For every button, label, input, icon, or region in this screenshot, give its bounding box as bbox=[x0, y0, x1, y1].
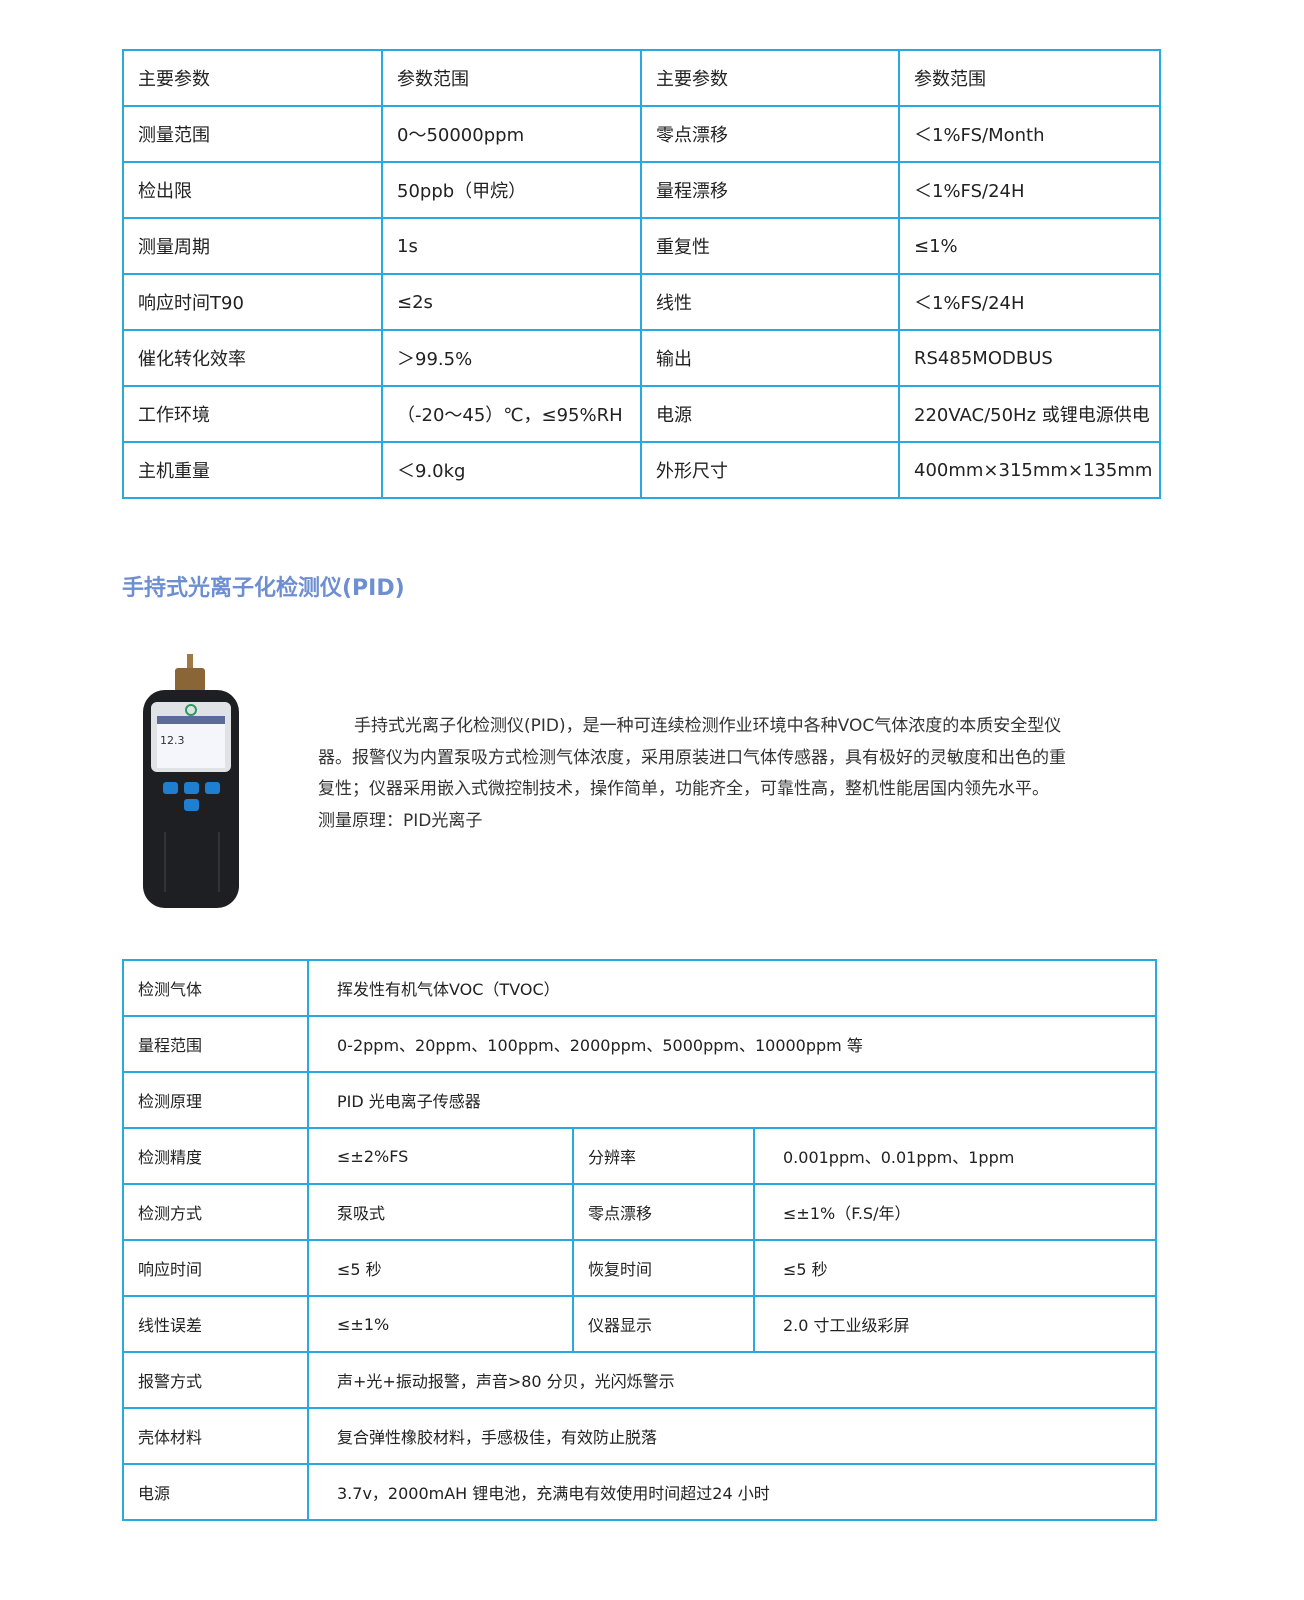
table-row: 检测方式 泵吸式 零点漂移 ≤±1%（F.S/年） bbox=[122, 1183, 1158, 1241]
param-value-cell: 0-2ppm、20ppm、100ppm、2000ppm、5000ppm、1000… bbox=[306, 1015, 1158, 1073]
param-name-cell: 量程范围 bbox=[122, 1015, 309, 1073]
param-value-cell: RS485MODBUS bbox=[898, 329, 1161, 387]
spec-table-pid: 检测气体 挥发性有机气体VOC（TVOC） 量程范围 0-2ppm、20ppm、100… bbox=[122, 959, 1158, 1521]
param-name-cell: 报警方式 bbox=[122, 1351, 309, 1409]
table-row: 报警方式 声+光+振动报警，声音>80 分贝，光闪烁警示 bbox=[122, 1351, 1158, 1409]
param-name-cell: 测量周期 bbox=[122, 217, 383, 275]
param-name-cell: 检测原理 bbox=[122, 1071, 309, 1129]
param-value-cell: 参数范围 bbox=[381, 49, 642, 107]
table-row: 测量周期 1s 重复性 ≤1% bbox=[122, 217, 1161, 275]
section-title: 手持式光离子化检测仪(PID) bbox=[122, 576, 405, 601]
param-value-cell: 400mm×315mm×135mm bbox=[898, 441, 1161, 499]
product-description: 手持式光离子化检测仪(PID)，是一种可连续检测作业环境中各种VOC气体浓度的本… bbox=[318, 711, 1078, 838]
table-row: 检出限 50ppb（甲烷） 量程漂移 ＜1%FS/24H bbox=[122, 161, 1161, 219]
param-name-cell: 主机重量 bbox=[122, 441, 383, 499]
table-row: 线性误差 ≤±1% 仪器显示 2.0 寸工业级彩屏 bbox=[122, 1295, 1158, 1353]
table-row: 主机重量 ＜9.0kg 外形尺寸 400mm×315mm×135mm bbox=[122, 441, 1161, 499]
param-name-cell: 测量范围 bbox=[122, 105, 383, 163]
param-name-cell: 电源 bbox=[640, 385, 900, 443]
param-value-cell: 3.7v，2000mAH 锂电池，充满电有效使用时间超过24 小时 bbox=[306, 1463, 1158, 1521]
param-name-cell: 量程漂移 bbox=[640, 161, 900, 219]
param-name-cell: 输出 bbox=[640, 329, 900, 387]
table-row: 壳体材料 复合弹性橡胶材料，手感极佳，有效防止脱落 bbox=[122, 1407, 1158, 1465]
param-name-cell: 电源 bbox=[122, 1463, 309, 1521]
param-value-cell: （-20～45）℃，≤95%RH bbox=[381, 385, 642, 443]
param-name-cell: 仪器显示 bbox=[572, 1295, 755, 1353]
spec-table-main: 主要参数 参数范围 主要参数 参数范围 测量范围 0～50000ppm 零点漂移 ＜1%FS/… bbox=[122, 49, 1161, 499]
param-name-cell: 线性误差 bbox=[122, 1295, 309, 1353]
param-value-cell: PID 光电离子传感器 bbox=[306, 1071, 1158, 1129]
param-value-cell: 泵吸式 bbox=[307, 1183, 574, 1241]
param-value-cell: ≤2s bbox=[381, 273, 642, 331]
table-row: 检测精度 ≤±2%FS 分辨率 0.001ppm、0.01ppm、1ppm bbox=[122, 1127, 1158, 1185]
param-value-cell: ＜1%FS/24H bbox=[898, 273, 1161, 331]
pid-detector-image: 12.3 bbox=[143, 654, 239, 908]
param-value-cell: 50ppb（甲烷） bbox=[381, 161, 642, 219]
param-name-cell: 检测气体 bbox=[122, 959, 309, 1017]
param-name-cell: 检出限 bbox=[122, 161, 383, 219]
param-value-cell: 1s bbox=[381, 217, 642, 275]
param-value-cell: ≤±2%FS bbox=[307, 1127, 574, 1185]
param-value-cell: 声+光+振动报警，声音>80 分贝，光闪烁警示 bbox=[306, 1351, 1158, 1409]
param-value-cell: 复合弹性橡胶材料，手感极佳，有效防止脱落 bbox=[306, 1407, 1158, 1465]
table-row: 电源 3.7v，2000mAH 锂电池，充满电有效使用时间超过24 小时 bbox=[122, 1463, 1158, 1521]
device-screen-reading: 12.3 bbox=[160, 734, 185, 747]
table-row: 量程范围 0-2ppm、20ppm、100ppm、2000ppm、5000ppm、… bbox=[122, 1015, 1158, 1073]
param-name-cell: 催化转化效率 bbox=[122, 329, 383, 387]
param-name-cell: 重复性 bbox=[640, 217, 900, 275]
table-row: 测量范围 0～50000ppm 零点漂移 ＜1%FS/Month bbox=[122, 105, 1161, 163]
param-value-cell: ≤1% bbox=[898, 217, 1161, 275]
param-name-cell: 外形尺寸 bbox=[640, 441, 900, 499]
param-name-cell: 分辨率 bbox=[572, 1127, 755, 1185]
table-header-row: 主要参数 参数范围 主要参数 参数范围 bbox=[122, 49, 1161, 107]
param-name-cell: 检测精度 bbox=[122, 1127, 309, 1185]
param-value-cell: ≤5 秒 bbox=[752, 1239, 1158, 1297]
param-value-cell: 参数范围 bbox=[898, 49, 1161, 107]
table-row: 工作环境 （-20～45）℃，≤95%RH 电源 220VAC/50Hz 或锂电源供电 bbox=[122, 385, 1161, 443]
table-row: 响应时间 ≤5 秒恢复时间 ≤5 秒 bbox=[122, 1239, 1158, 1297]
param-name-cell: 零点漂移 bbox=[640, 105, 900, 163]
param-name-cell: 零点漂移 bbox=[572, 1183, 755, 1241]
table-row: 检测气体 挥发性有机气体VOC（TVOC） bbox=[122, 959, 1158, 1017]
param-value-cell: ≤5 秒 bbox=[307, 1239, 574, 1297]
param-name-cell: 响应时间 bbox=[122, 1239, 309, 1297]
param-name-cell: 壳体材料 bbox=[122, 1407, 309, 1465]
table-row: 催化转化效率 ＞99.5% 输出 RS485MODBUS bbox=[122, 329, 1161, 387]
param-value-cell: 220VAC/50Hz 或锂电源供电 bbox=[898, 385, 1161, 443]
param-name-cell: 检测方式 bbox=[122, 1183, 309, 1241]
param-name-cell: 工作环境 bbox=[122, 385, 383, 443]
param-value-cell: ≤±1% bbox=[307, 1295, 574, 1353]
param-value-cell: ＞99.5% bbox=[381, 329, 642, 387]
description-text: 手持式光离子化检测仪(PID)，是一种可连续检测作业环境中各种VOC气体浓度的本… bbox=[318, 716, 1066, 800]
param-value-cell: 2.0 寸工业级彩屏 bbox=[752, 1295, 1158, 1353]
param-name-cell: 主要参数 bbox=[640, 49, 900, 107]
param-name-cell: 响应时间T90 bbox=[122, 273, 383, 331]
param-value-cell: ≤±1%（F.S/年） bbox=[752, 1183, 1158, 1241]
param-value-cell: 挥发性有机气体VOC（TVOC） bbox=[306, 959, 1158, 1017]
param-value-cell: ＜1%FS/Month bbox=[898, 105, 1161, 163]
param-value-cell: ＜1%FS/24H bbox=[898, 161, 1161, 219]
measurement-principle: 测量原理：PID光离子 bbox=[318, 811, 483, 832]
param-name-cell: 线性 bbox=[640, 273, 900, 331]
param-name-cell: 主要参数 bbox=[122, 49, 383, 107]
param-name-cell: 恢复时间 bbox=[572, 1239, 755, 1297]
param-value-cell: 0.001ppm、0.01ppm、1ppm bbox=[752, 1127, 1158, 1185]
table-row: 响应时间T90 ≤2s 线性 ＜1%FS/24H bbox=[122, 273, 1161, 331]
param-value-cell: 0～50000ppm bbox=[381, 105, 642, 163]
table-row: 检测原理 PID 光电离子传感器 bbox=[122, 1071, 1158, 1129]
param-value-cell: ＜9.0kg bbox=[381, 441, 642, 499]
